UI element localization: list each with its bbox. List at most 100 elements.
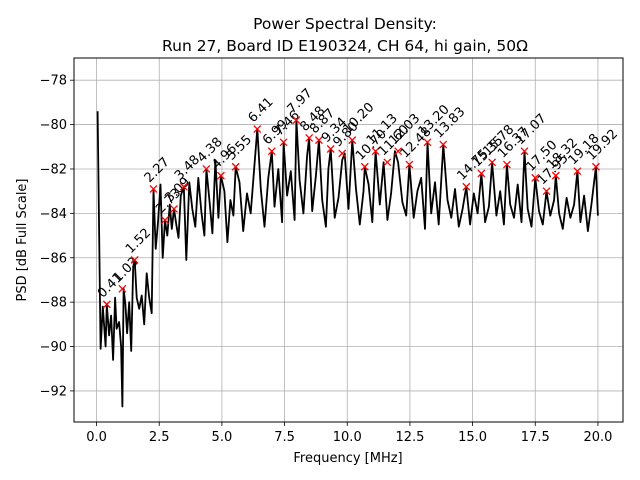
- y-tick-label: −84: [40, 207, 67, 222]
- y-tick-label: −88: [40, 296, 67, 311]
- peak-x-stroke: [161, 216, 169, 224]
- peak-x-stroke: [360, 162, 369, 171]
- peak-marker: [542, 187, 551, 196]
- peak-x-stroke: [338, 149, 347, 158]
- peak-marker: [267, 147, 276, 156]
- chart-title: Power Spectral Density:: [253, 15, 437, 33]
- plot-frame: [73, 57, 624, 423]
- x-axis-label: Frequency [MHz]: [293, 451, 402, 466]
- peak-marker: [423, 138, 432, 147]
- peak-x-stroke: [118, 284, 127, 293]
- peak-x-stroke: [102, 300, 111, 309]
- peak-x-stroke: [253, 125, 262, 133]
- x-tick-label: 15.0: [458, 430, 487, 445]
- peak-x-stroke: [439, 140, 448, 149]
- x-tick-label: 5.0: [212, 430, 233, 445]
- peak-x-stroke: [573, 167, 582, 176]
- peak-marker: [102, 300, 111, 309]
- peak-marker: [348, 136, 357, 145]
- x-tick-label: 7.5: [274, 430, 295, 445]
- peak-x-stroke: [477, 169, 486, 178]
- peak-marker: [253, 125, 262, 133]
- peak-x-stroke: [520, 147, 529, 156]
- peak-marker: [371, 147, 380, 156]
- peak-marker: [202, 165, 211, 173]
- y-axis-ticks: −92 −90 −88 −86 −84 −82 −80 −78: [40, 74, 74, 399]
- peak-marker: [292, 116, 301, 125]
- x-tick-label: 12.5: [395, 430, 424, 445]
- peak-x-stroke: [502, 160, 511, 169]
- peak-marker: [520, 147, 529, 156]
- peak-marker: [551, 171, 560, 180]
- y-tick-label: −90: [40, 340, 67, 355]
- grid-lines: [74, 58, 623, 422]
- peak-x-stroke: [305, 133, 314, 142]
- peak-x-stroke: [267, 147, 276, 156]
- peak-marker: [149, 184, 158, 193]
- peak-x-stroke: [488, 158, 497, 167]
- x-tick-label: 0.0: [86, 430, 107, 445]
- x-tick-label: 17.5: [521, 430, 550, 445]
- peak-x-stroke: [179, 182, 188, 191]
- peak-x-stroke: [394, 147, 403, 156]
- peak-marker: [591, 162, 600, 171]
- y-axis-label: PSD [dB Full Scale]: [15, 178, 30, 301]
- psd-line: [96, 111, 599, 408]
- y-tick-label: −78: [40, 74, 67, 89]
- peak-marker: [502, 160, 511, 169]
- peak-marker: [179, 182, 188, 191]
- x-axis-ticks: 0.0 2.5 5.0 7.5 10.0 12.5 15.0 17.5 20.0: [86, 422, 612, 445]
- peak-marker: [439, 140, 448, 149]
- peak-x-stroke: [542, 187, 551, 196]
- peak-marker: [462, 182, 471, 191]
- peak-x-stroke: [149, 184, 158, 193]
- peak-marker: [394, 147, 403, 156]
- peak-x-stroke: [170, 204, 178, 213]
- peak-marker: [305, 133, 314, 142]
- series-layer: [96, 111, 599, 408]
- y-tick-label: −82: [40, 162, 67, 177]
- peak-x-stroke: [130, 256, 139, 264]
- x-tick-label: 10.0: [333, 430, 362, 445]
- peak-x-stroke: [405, 160, 414, 169]
- peak-marker: [383, 158, 392, 167]
- peak-x-stroke: [531, 173, 540, 182]
- peak-x-stroke: [383, 158, 392, 167]
- peak-x-stroke: [326, 145, 335, 153]
- peak-marker: [488, 158, 497, 167]
- chart-subtitle: Run 27, Board ID E190324, CH 64, hi gain…: [162, 37, 528, 55]
- peak-x-stroke: [216, 171, 225, 180]
- peak-marker: [161, 216, 169, 224]
- peak-x-stroke: [371, 147, 380, 156]
- peak-x-stroke: [551, 171, 560, 180]
- peak-x-stroke: [591, 162, 600, 171]
- peak-marker: [573, 167, 582, 176]
- peak-marker: [338, 149, 347, 158]
- peak-x-stroke: [314, 136, 323, 145]
- y-tick-label: −86: [40, 251, 67, 266]
- peak-marker: [118, 284, 127, 293]
- peak-marker: [531, 173, 540, 182]
- y-tick-label: −80: [40, 118, 67, 133]
- peak-marker: [170, 204, 178, 213]
- peak-marker: [477, 169, 486, 178]
- peak-x-stroke: [423, 138, 432, 147]
- peak-x-stroke: [292, 116, 301, 125]
- peak-x-stroke: [202, 165, 211, 173]
- peak-marker: [130, 256, 139, 264]
- peak-marker: [216, 171, 225, 180]
- peak-marker: [360, 162, 369, 171]
- x-tick-label: 20.0: [583, 430, 612, 445]
- peak-x-stroke: [348, 136, 357, 145]
- peak-marker: [405, 160, 414, 169]
- peak-marker: [279, 138, 288, 147]
- peak-x-stroke: [462, 182, 471, 191]
- peak-x-stroke: [279, 138, 288, 147]
- peak-x-stroke: [231, 162, 240, 171]
- x-tick-label: 2.5: [149, 430, 170, 445]
- peak-marker: [326, 145, 335, 153]
- peak-marker: [231, 162, 240, 171]
- peak-marker: [314, 136, 323, 145]
